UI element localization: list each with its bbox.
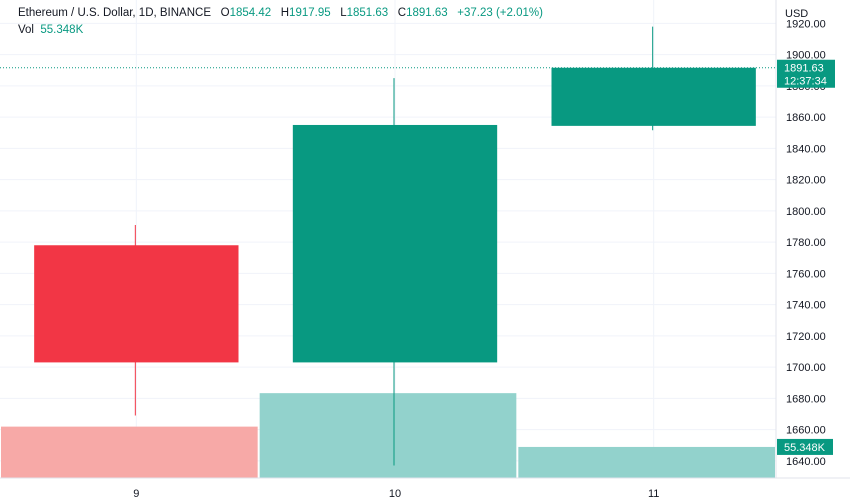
price-tick-label: 1660.00 xyxy=(786,425,826,437)
symbol-title[interactable]: Ethereum / U.S. Dollar, 1D, BINANCE xyxy=(18,7,212,19)
candles xyxy=(34,26,756,466)
currency-label: USD xyxy=(785,8,808,20)
close-value: 1891.63 xyxy=(406,7,448,19)
price-tick-label: 1700.00 xyxy=(786,362,826,374)
volume-bar xyxy=(1,426,258,478)
time-tick-label: 10 xyxy=(389,488,401,500)
price-tick-label: 1760.00 xyxy=(786,268,826,280)
price-tick-label: 1740.00 xyxy=(786,300,826,312)
volume-bar xyxy=(259,393,517,478)
volume-bar xyxy=(518,446,775,478)
price-tick-label: 1780.00 xyxy=(786,237,826,249)
price-tick-label: 1900.00 xyxy=(786,50,826,62)
time-axis[interactable]: 9 10 11 xyxy=(133,488,659,500)
high-value: 1917.95 xyxy=(289,7,331,19)
change-value: +37.23 (+2.01%) xyxy=(457,7,543,19)
price-tick-label: 1720.00 xyxy=(786,331,826,343)
time-tick-label: 9 xyxy=(133,488,139,500)
volume-legend: Vol 55.348K xyxy=(18,24,83,36)
open-label: O xyxy=(220,7,230,19)
price-tick-label: 1860.00 xyxy=(786,112,826,124)
volume-badge: 55.348K xyxy=(777,438,833,455)
volume-badge-value: 55.348K xyxy=(784,442,826,454)
vol-value: 55.348K xyxy=(40,24,84,36)
price-tick-label: 1680.00 xyxy=(786,393,826,405)
open-value: 1854.42 xyxy=(229,7,272,19)
volume-bars xyxy=(1,393,775,478)
close-label: C xyxy=(397,7,407,19)
price-axis[interactable]: 1640.00 1660.00 1680.00 1700.00 1720.00 1740.… xyxy=(786,18,826,467)
price-tick-label: 1820.00 xyxy=(786,175,826,187)
price-tick-label: 1640.00 xyxy=(786,456,826,468)
high-label: H xyxy=(280,7,290,19)
candle-body xyxy=(292,124,498,363)
low-label: L xyxy=(340,7,347,19)
price-tick-label: 1920.00 xyxy=(786,18,826,30)
last-price-value: 1891.63 xyxy=(784,63,824,75)
time-tick-label: 11 xyxy=(648,488,659,500)
candle-body xyxy=(551,67,756,126)
low-value: 1851.63 xyxy=(346,7,389,19)
ohlc-legend: Ethereum / U.S. Dollar, 1D, BINANCE O185… xyxy=(18,7,543,19)
price-tick-label: 1840.00 xyxy=(786,143,826,155)
vol-label: Vol xyxy=(18,24,34,36)
candle-body xyxy=(34,245,239,363)
price-tick-label: 1800.00 xyxy=(786,206,826,218)
countdown-timer: 12:37:34 xyxy=(784,76,827,88)
last-price-badge: 1891.63 12:37:34 xyxy=(777,59,835,88)
